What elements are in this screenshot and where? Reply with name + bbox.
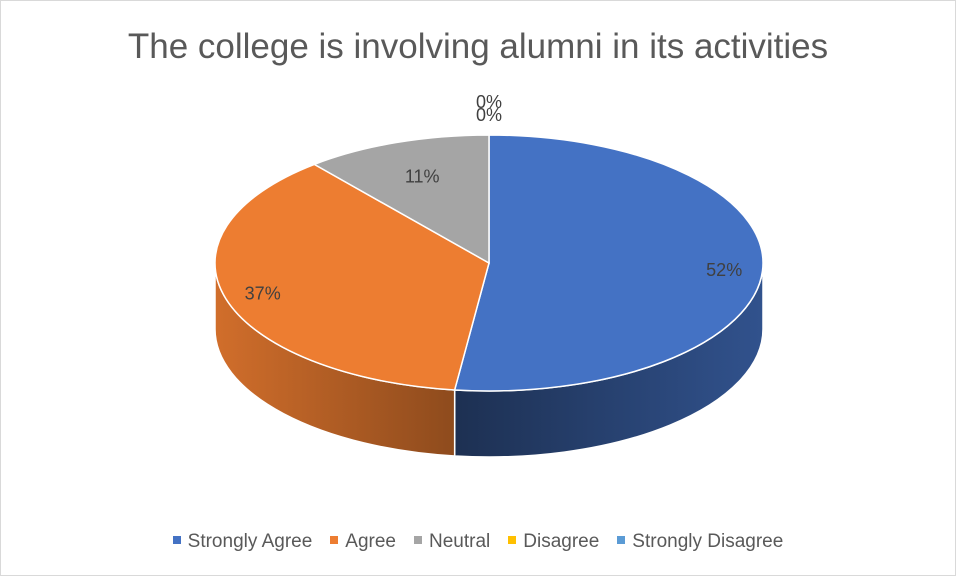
legend-swatch <box>617 535 626 544</box>
legend-swatch <box>172 535 181 544</box>
legend-item: Neutral <box>414 531 490 553</box>
legend-swatch <box>330 535 339 544</box>
data-label-neutral: 11% <box>405 166 440 186</box>
legend-label: Agree <box>345 531 396 552</box>
legend-swatch <box>414 535 422 544</box>
legend-item: Strongly Agree <box>172 531 313 553</box>
slice-neutral <box>312 134 490 265</box>
chart-title: The college is involving alumni in its a… <box>127 27 829 66</box>
legend-item: Disagree <box>508 531 599 553</box>
legend-label: Strongly Disagree <box>632 531 784 552</box>
data-label-strongly-disagree: 0% <box>476 105 502 125</box>
slice-agree <box>214 163 490 391</box>
legend-swatch <box>508 535 517 544</box>
slice-strongly-agree <box>453 134 764 392</box>
legend-item: Agree <box>330 531 396 553</box>
data-label-agree: 37% <box>245 284 281 304</box>
legend-label: Strongly Agree <box>187 531 313 552</box>
legend-item: Strongly Disagree <box>617 531 783 553</box>
legend: Strongly Agree Agree Neutral Disagree Strong… <box>1 531 955 553</box>
data-label-strongly-agree: 52% <box>706 260 742 280</box>
data-label-disagree: 0% <box>476 92 502 112</box>
legend-label: Neutral <box>429 531 491 552</box>
legend-label: Disagree <box>523 531 600 552</box>
